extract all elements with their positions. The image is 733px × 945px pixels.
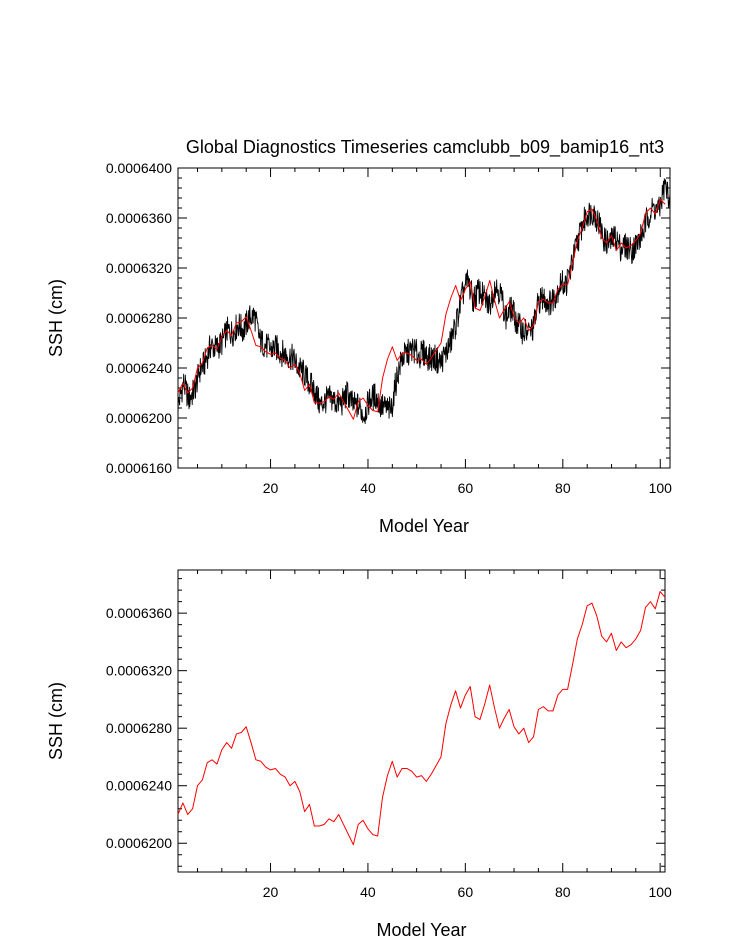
y-tick-label: 0.0006240 (106, 778, 172, 794)
y-tick-label: 0.0006360 (106, 605, 172, 621)
x-tick-label: 20 (263, 884, 279, 900)
annual-ssh-line (177, 198, 666, 420)
y-tick-label: 0.0006320 (106, 260, 172, 276)
y-tick-label: 0.0006280 (106, 310, 172, 326)
x-tick-label: 60 (458, 480, 474, 496)
x-tick-label: 40 (360, 884, 376, 900)
plot-frame (177, 569, 666, 873)
chart-title: Global Diagnostics Timeseries camclubb_b… (186, 137, 664, 158)
y-tick-label: 0.0006400 (106, 160, 172, 176)
x-tick-label: 20 (263, 480, 279, 496)
monthly-ssh-line (177, 178, 671, 425)
x-axis-title: Model Year (376, 920, 466, 940)
y-tick-label: 0.0006280 (106, 720, 172, 736)
x-tick-label: 100 (648, 884, 672, 900)
y-tick-label: 0.0006160 (106, 460, 172, 476)
y-tick-label: 0.0006200 (106, 410, 172, 426)
annual-ssh-line (177, 591, 666, 846)
bottom-timeseries-panel: 20 40 60 80 100 0.0006200 0.0006240 0.0006280 0.… (46, 569, 672, 940)
y-axis-title: SSH (cm) (46, 279, 66, 357)
x-tick-label: 100 (649, 480, 673, 496)
x-tick-label: 80 (555, 884, 571, 900)
x-tick-label: 60 (458, 884, 474, 900)
y-tick-label: 0.0006200 (106, 835, 172, 851)
y-axis-title: SSH (cm) (46, 682, 66, 760)
top-timeseries-panel: 20 40 60 80 100 0.0006160 0.0006200 0.0006240 0.… (46, 160, 672, 536)
y-tick-label: 0.0006320 (106, 663, 172, 679)
y-tick-label: 0.0006240 (106, 360, 172, 376)
x-tick-label: 40 (360, 480, 376, 496)
x-axis-title: Model Year (379, 516, 469, 536)
x-tick-label: 80 (555, 480, 571, 496)
y-tick-label: 0.0006360 (106, 210, 172, 226)
